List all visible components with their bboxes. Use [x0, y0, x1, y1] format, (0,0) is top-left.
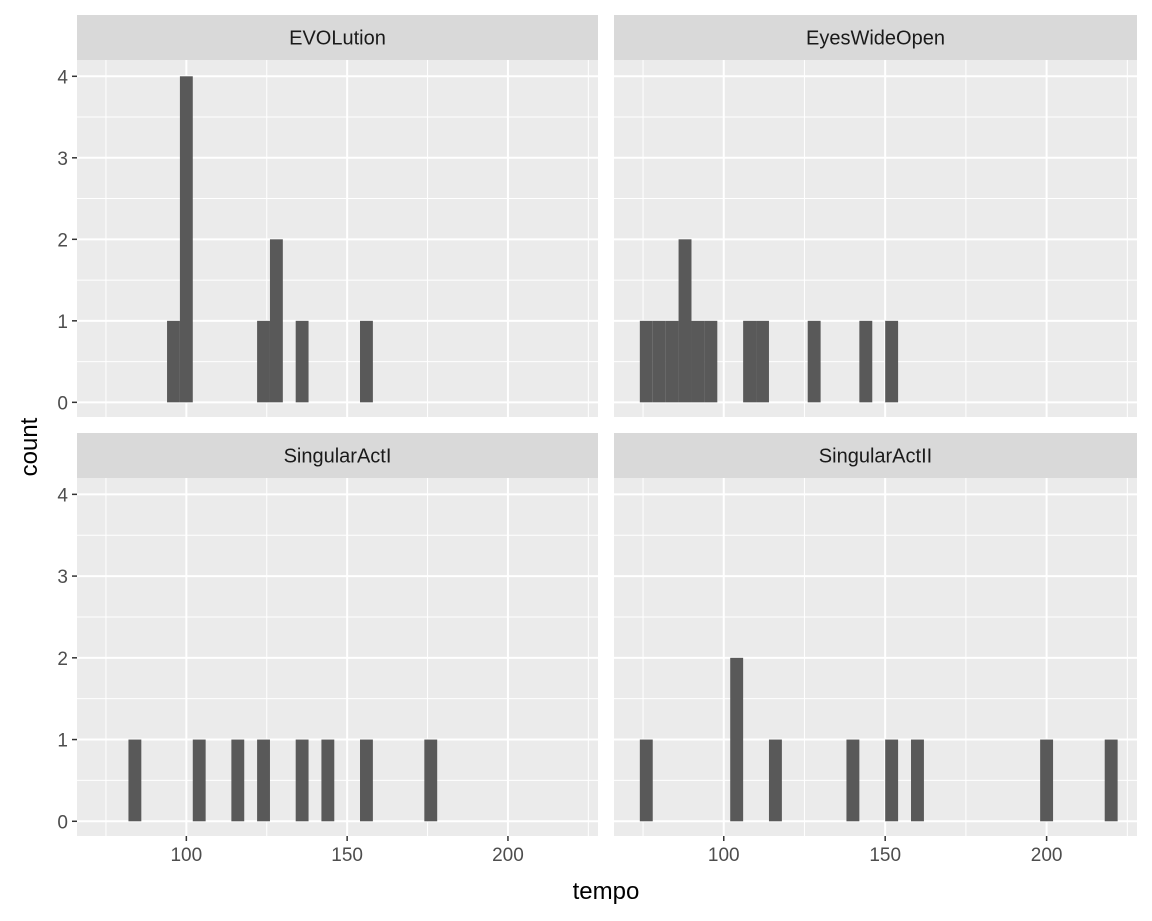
- x-tick-label: 200: [492, 845, 524, 866]
- histogram-bar: [321, 739, 335, 822]
- facet-singularacti: SingularActI 0 1 2 3 4 100 150 200: [57, 433, 598, 866]
- histogram-bar: [257, 320, 270, 403]
- y-axis-title: count: [16, 417, 43, 476]
- histogram-bar: [859, 320, 873, 403]
- y-tick-label: 2: [57, 230, 68, 251]
- y-tick-label: 1: [57, 312, 68, 333]
- facet-strip-label: SingularActII: [819, 446, 932, 468]
- y-tick-label: 1: [57, 731, 68, 752]
- histogram-bar: [295, 739, 309, 822]
- histogram-bar: [730, 657, 744, 822]
- facet-strip-label: EVOLution: [289, 28, 386, 50]
- x-axis-title: tempo: [573, 878, 640, 905]
- histogram-bar: [1040, 739, 1054, 822]
- y-tick-label: 3: [57, 149, 68, 170]
- facet-strip: [77, 433, 598, 478]
- histogram-bar: [360, 739, 373, 822]
- histogram-bar: [360, 320, 373, 403]
- x-tick-label: 150: [869, 845, 901, 866]
- histogram-bar: [756, 320, 769, 403]
- histogram-bar: [639, 320, 653, 403]
- facet-eyeswideopen: EyesWideOpen: [614, 15, 1137, 417]
- histogram-bar: [911, 739, 924, 822]
- y-tick-label: 4: [57, 485, 68, 506]
- histogram-bar: [179, 76, 193, 403]
- facet-singularactii: SingularActII 100 150 200: [614, 433, 1137, 866]
- y-tick-label: 3: [57, 567, 68, 588]
- histogram-bar: [231, 739, 245, 822]
- histogram-bar: [768, 739, 782, 822]
- x-tick-label: 100: [170, 845, 202, 866]
- histogram-bar: [678, 239, 692, 403]
- x-tick-label: 100: [708, 845, 740, 866]
- histogram-bar: [846, 739, 860, 822]
- facet-strip-label: EyesWideOpen: [806, 28, 945, 50]
- facet-strip: [614, 433, 1137, 478]
- x-tick-label: 150: [331, 845, 363, 866]
- facet-evolution: EVOLution 0 1 2 3 4: [57, 15, 598, 417]
- facet-strip: [614, 15, 1137, 60]
- histogram-bar: [269, 239, 283, 403]
- histogram-bar: [167, 320, 180, 403]
- histogram-bar: [192, 739, 206, 822]
- y-tick-label: 4: [57, 67, 68, 88]
- facet-panels: EVOLution 0 1 2 3 4 EyesWideOpen SingularActI 0 1…: [57, 15, 1137, 866]
- histogram-bar: [743, 320, 757, 403]
- histogram-bar: [424, 739, 438, 822]
- histogram-bar: [691, 320, 705, 403]
- histogram-bar: [665, 320, 679, 403]
- histogram-bar: [652, 320, 666, 403]
- y-tick-label: 0: [57, 393, 68, 414]
- histogram-bar: [128, 739, 142, 822]
- histogram-bar: [639, 739, 653, 822]
- facet-strip: [77, 15, 598, 60]
- y-tick-label: 0: [57, 812, 68, 833]
- histogram-bar: [295, 320, 309, 403]
- facet-strip-label: SingularActI: [284, 446, 392, 468]
- histogram-bar: [885, 739, 899, 822]
- histogram-bar: [1104, 739, 1118, 822]
- histogram-bar: [885, 320, 899, 403]
- y-tick-label: 2: [57, 649, 68, 670]
- histogram-bar: [704, 320, 718, 403]
- histogram-bar: [257, 739, 270, 822]
- x-tick-label: 200: [1031, 845, 1063, 866]
- histogram-bar: [807, 320, 821, 403]
